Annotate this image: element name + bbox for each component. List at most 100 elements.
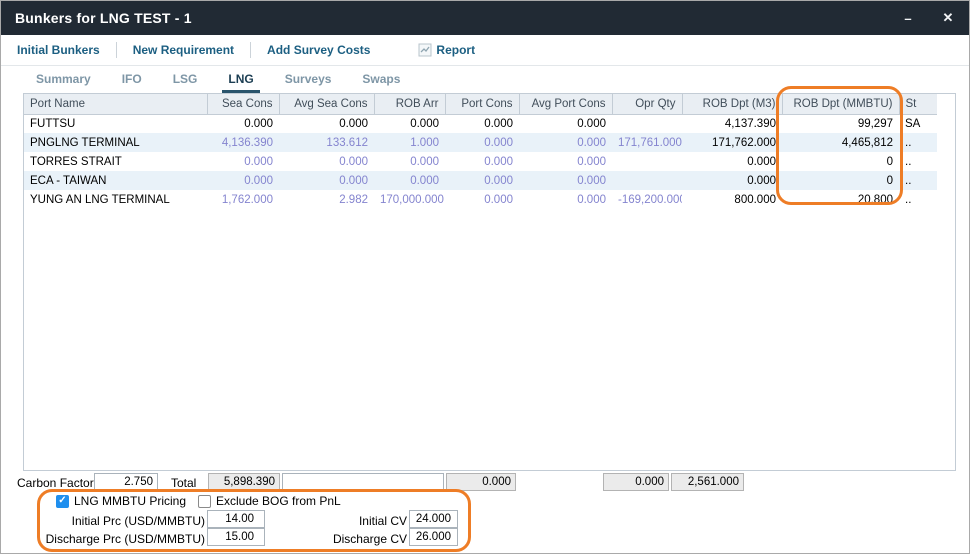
total-sea-cons-field: 5,898.390 [208, 473, 280, 491]
value-cell[interactable]: 0 [782, 171, 899, 190]
value-cell[interactable]: 0.000 [410, 155, 439, 168]
port-name-cell[interactable]: YUNG AN LNG TERMINAL [30, 193, 170, 206]
value-cell[interactable] [612, 152, 682, 171]
lng-mmbtu-pricing-checkbox[interactable]: LNG MMBTU Pricing [56, 494, 186, 508]
tab-lng[interactable]: LNG [222, 67, 261, 93]
tab-swaps[interactable]: Swaps [362, 71, 401, 86]
checkbox-icon [198, 494, 211, 508]
value-cell[interactable]: 0.000 [577, 193, 606, 206]
value-cell[interactable]: .. [905, 193, 912, 206]
value-cell[interactable]: SA [905, 117, 921, 130]
tab-surveys[interactable]: Surveys [284, 71, 332, 86]
title-bar: Bunkers for LNG TEST - 1 – ✕ [1, 1, 969, 35]
value-cell[interactable]: 0.000 [747, 155, 776, 168]
bunkers-grid: Port Name Sea Cons Avg Sea Cons ROB Arr Port… [23, 93, 956, 471]
value-cell[interactable]: 0.000 [445, 133, 519, 152]
grid-header-row: Port Name Sea Cons Avg Sea Cons ROB Arr Port… [24, 94, 937, 115]
value-cell[interactable]: .. [899, 133, 937, 152]
value-cell[interactable]: 0.000 [244, 155, 273, 168]
column-header-port-cons[interactable]: Port Cons [445, 94, 520, 115]
value-cell[interactable]: 0.000 [339, 117, 368, 130]
value-cell[interactable]: 171,761.000 [612, 133, 682, 152]
value-cell[interactable]: 0.000 [484, 155, 513, 168]
value-cell[interactable]: 0.000 [484, 117, 513, 130]
value-cell[interactable]: -169,200.000 [618, 193, 682, 206]
value-cell[interactable]: 0.000 [519, 171, 612, 190]
port-name-cell[interactable]: TORRES STRAIT [30, 155, 122, 168]
column-header-rob-arr[interactable]: ROB Arr [374, 94, 446, 115]
total-port-cons-field: 0.000 [446, 473, 516, 491]
value-cell[interactable]: 20,800 [857, 193, 893, 206]
value-cell[interactable]: 800.000 [734, 193, 776, 206]
table-row: ECA - TAIWAN 0.000 0.000 0.000 0.000 0.000 0.0… [24, 171, 937, 190]
port-name-cell[interactable]: PNGLNG TERMINAL [24, 133, 207, 152]
value-cell[interactable]: 171,762.000 [682, 133, 782, 152]
value-cell[interactable]: 0.000 [339, 155, 368, 168]
value-cell[interactable] [612, 171, 682, 190]
report-label: Report [436, 43, 476, 57]
exclude-bog-checkbox[interactable]: Exclude BOG from PnL [198, 494, 341, 508]
initial-prc-label: Initial Prc (USD/MMBTU) [71, 514, 205, 528]
value-cell[interactable]: 133.612 [279, 133, 374, 152]
value-cell[interactable]: .. [899, 171, 937, 190]
value-cell[interactable]: 0.000 [374, 171, 445, 190]
discharge-cv-input[interactable] [409, 528, 458, 546]
column-header-st[interactable]: St [899, 94, 937, 115]
table-row: TORRES STRAIT 0.000 0.000 0.000 0.000 0.000 0.… [24, 152, 937, 171]
column-header-avg-port-cons[interactable]: Avg Port Cons [519, 94, 613, 115]
column-header-rob-dpt-m3[interactable]: ROB Dpt (M3) [682, 94, 783, 115]
new-requirement-button[interactable]: New Requirement [132, 43, 235, 57]
tab-summary[interactable]: Summary [36, 71, 91, 86]
checkbox-icon [56, 494, 69, 508]
close-icon[interactable]: ✕ [942, 10, 954, 25]
table-row: YUNG AN LNG TERMINAL 1,762.000 2.982 170,00… [24, 190, 937, 209]
value-cell[interactable]: 4,136.390 [207, 133, 279, 152]
toolbar-separator [115, 42, 117, 58]
value-cell[interactable]: 0.000 [577, 117, 606, 130]
value-cell[interactable]: 1.000 [374, 133, 445, 152]
report-button[interactable]: Report [418, 43, 475, 57]
value-cell[interactable]: 2.982 [339, 193, 368, 206]
value-cell[interactable]: 170,000.000 [380, 193, 444, 206]
value-cell[interactable]: 0.000 [244, 117, 273, 130]
value-cell[interactable]: 0.000 [410, 117, 439, 130]
value-cell[interactable]: 99,297 [857, 117, 893, 130]
value-cell[interactable]: 4,465,812 [782, 133, 899, 152]
lng-mmbtu-pricing-label: LNG MMBTU Pricing [74, 494, 187, 508]
column-header-port-name[interactable]: Port Name [24, 94, 208, 115]
value-cell[interactable]: 0.000 [682, 171, 782, 190]
toolbar: Initial Bunkers New Requirement Add Surv… [1, 35, 969, 66]
total-blank-field [282, 473, 444, 491]
discharge-prc-input[interactable] [207, 528, 265, 546]
initial-prc-input[interactable] [207, 510, 265, 528]
column-header-rob-dpt-mmbtu[interactable]: ROB Dpt (MMBTU) [782, 94, 900, 115]
column-header-opr-qty[interactable]: Opr Qty [612, 94, 683, 115]
value-cell[interactable]: 0.000 [577, 155, 606, 168]
column-header-sea-cons[interactable]: Sea Cons [207, 94, 280, 115]
table-row: PNGLNG TERMINAL 4,136.390 133.612 1.000 0.00… [24, 133, 937, 152]
minimize-icon[interactable]: – [904, 10, 912, 26]
total-opr-qty-field: 0.000 [603, 473, 669, 491]
total-label: Total [171, 476, 197, 490]
value-cell[interactable]: 0 [886, 155, 893, 168]
column-header-avg-sea-cons[interactable]: Avg Sea Cons [279, 94, 375, 115]
value-cell[interactable]: 0.000 [207, 171, 279, 190]
value-cell[interactable]: 0.000 [484, 193, 513, 206]
carbon-factor-input[interactable] [94, 473, 158, 491]
value-cell[interactable]: 1,762.000 [221, 193, 273, 206]
value-cell[interactable]: 4,137.390 [724, 117, 776, 130]
value-cell[interactable]: 0.000 [279, 171, 374, 190]
value-cell[interactable] [612, 114, 682, 133]
port-name-cell[interactable]: FUTTSU [30, 117, 76, 130]
tab-lsg[interactable]: LSG [172, 71, 198, 86]
value-cell[interactable]: 0.000 [445, 171, 519, 190]
add-survey-costs-button[interactable]: Add Survey Costs [267, 43, 371, 57]
value-cell[interactable]: 0.000 [519, 133, 612, 152]
initial-bunkers-button[interactable]: Initial Bunkers [17, 43, 100, 57]
tab-ifo[interactable]: IFO [121, 71, 142, 86]
port-name-cell[interactable]: ECA - TAIWAN [24, 171, 207, 190]
value-cell[interactable]: .. [905, 155, 912, 168]
initial-cv-label: Initial CV [358, 514, 407, 528]
initial-cv-input[interactable] [409, 510, 458, 528]
window-title: Bunkers for LNG TEST - 1 [15, 10, 192, 26]
